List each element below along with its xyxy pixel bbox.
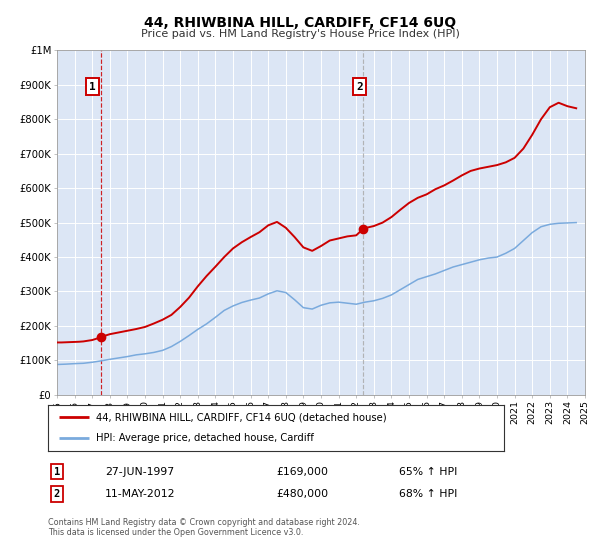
Text: 11-MAY-2012: 11-MAY-2012	[105, 489, 176, 499]
Text: 27-JUN-1997: 27-JUN-1997	[105, 466, 174, 477]
Text: 2: 2	[54, 489, 60, 499]
Text: 1: 1	[54, 466, 60, 477]
Text: 44, RHIWBINA HILL, CARDIFF, CF14 6UQ: 44, RHIWBINA HILL, CARDIFF, CF14 6UQ	[144, 16, 456, 30]
Text: HPI: Average price, detached house, Cardiff: HPI: Average price, detached house, Card…	[96, 433, 314, 444]
Text: £480,000: £480,000	[276, 489, 328, 499]
Text: 65% ↑ HPI: 65% ↑ HPI	[399, 466, 457, 477]
Text: £169,000: £169,000	[276, 466, 328, 477]
Text: 1: 1	[89, 82, 95, 92]
Text: Contains HM Land Registry data © Crown copyright and database right 2024.
This d: Contains HM Land Registry data © Crown c…	[48, 518, 360, 538]
Text: 68% ↑ HPI: 68% ↑ HPI	[399, 489, 457, 499]
Text: 2: 2	[356, 82, 363, 92]
Text: Price paid vs. HM Land Registry's House Price Index (HPI): Price paid vs. HM Land Registry's House …	[140, 29, 460, 39]
Text: 44, RHIWBINA HILL, CARDIFF, CF14 6UQ (detached house): 44, RHIWBINA HILL, CARDIFF, CF14 6UQ (de…	[96, 412, 386, 422]
